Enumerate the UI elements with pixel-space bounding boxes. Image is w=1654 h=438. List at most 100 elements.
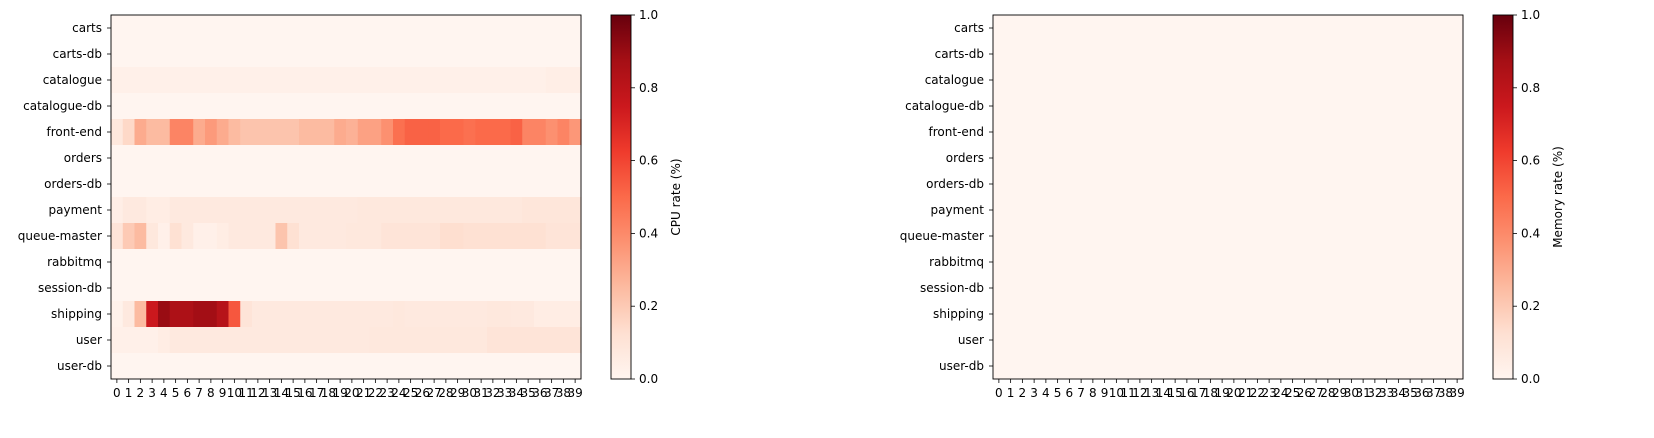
heatmap-cell <box>1145 223 1159 250</box>
heatmap-cell <box>240 223 253 250</box>
heatmap-cell <box>569 249 582 276</box>
heatmap-cell <box>534 223 547 250</box>
heatmap-cell <box>346 67 359 94</box>
heatmap-cell <box>1369 197 1382 224</box>
heatmap-cell <box>487 275 500 302</box>
y-tick-label: user-db <box>939 359 984 373</box>
heatmap-cell <box>475 197 488 224</box>
heatmap-cell <box>1310 67 1323 94</box>
heatmap-cell <box>1380 353 1394 380</box>
heatmap-cell <box>463 67 476 94</box>
heatmap-cell <box>463 301 476 328</box>
heatmap-cell <box>299 41 312 68</box>
heatmap-cell <box>498 67 512 94</box>
heatmap-cell <box>416 327 429 354</box>
heatmap-cell <box>1392 353 1405 380</box>
heatmap-cell <box>181 15 194 42</box>
heatmap-cell <box>522 171 535 198</box>
heatmap-cell <box>1098 301 1112 328</box>
heatmap-cell <box>1298 249 1311 276</box>
heatmap-cell <box>228 67 241 94</box>
heatmap-cell <box>440 353 453 380</box>
heatmap-cell <box>440 249 453 276</box>
heatmap-cell <box>440 301 453 328</box>
heatmap-cell <box>169 93 183 120</box>
heatmap-cell <box>1369 93 1382 120</box>
heatmap-cell <box>263 353 277 380</box>
heatmap-cell <box>146 301 159 328</box>
x-tick-label: 19 <box>332 386 347 400</box>
heatmap-cell <box>534 327 547 354</box>
heatmap-cell <box>1145 275 1159 302</box>
heatmap-cell <box>146 171 159 198</box>
heatmap-cell <box>1392 301 1405 328</box>
heatmap-cell <box>111 327 124 354</box>
heatmap-cell <box>1263 197 1276 224</box>
heatmap-cell <box>1228 93 1241 120</box>
heatmap-cell <box>181 301 194 328</box>
heatmap-cell <box>205 171 218 198</box>
heatmap-cell <box>569 301 582 328</box>
heatmap-cell <box>240 119 253 146</box>
x-tick-label: 25 <box>1285 386 1300 400</box>
x-tick-label: 36 <box>532 386 547 400</box>
y-tick-label: carts-db <box>53 47 102 61</box>
heatmap-cell <box>1357 15 1370 42</box>
heatmap-cell <box>134 353 147 380</box>
heatmap-cell <box>1239 171 1253 198</box>
heatmap-cell <box>1145 93 1159 120</box>
heatmap-cell <box>1275 67 1288 94</box>
y-tick-label: user <box>76 333 102 347</box>
heatmap-cell <box>299 327 312 354</box>
heatmap-cell <box>369 41 382 68</box>
heatmap-cell <box>1439 15 1452 42</box>
heatmap-cell <box>1075 301 1088 328</box>
heatmap-cell <box>1275 41 1288 68</box>
heatmap-cell <box>1322 353 1335 380</box>
heatmap-cell <box>1416 301 1429 328</box>
heatmap-cell <box>1263 353 1276 380</box>
heatmap-cell <box>1239 353 1253 380</box>
heatmap-cell <box>122 275 136 302</box>
heatmap-cell <box>1333 171 1347 198</box>
heatmap-cell <box>1451 353 1464 380</box>
heatmap-cell <box>1333 353 1347 380</box>
heatmap-cell <box>1134 41 1147 68</box>
heatmap-cell <box>1380 145 1394 172</box>
heatmap-cell <box>522 327 535 354</box>
heatmap-cell <box>252 353 265 380</box>
heatmap-cell <box>381 93 394 120</box>
heatmap-cell <box>1051 327 1065 354</box>
heatmap-cell <box>146 197 159 224</box>
heatmap-cell <box>1157 119 1170 146</box>
heatmap-cell <box>169 67 183 94</box>
heatmap-cell <box>1427 145 1441 172</box>
heatmap-cell <box>487 67 500 94</box>
heatmap-cell <box>1404 249 1417 276</box>
heatmap-cell <box>416 275 429 302</box>
heatmap-cell <box>569 41 582 68</box>
heatmap-cell <box>1157 353 1170 380</box>
heatmap-cell <box>1004 119 1018 146</box>
heatmap-cell <box>1063 249 1076 276</box>
x-tick-label: 38 <box>556 386 571 400</box>
heatmap-cell <box>1392 171 1405 198</box>
heatmap-cell <box>1134 353 1147 380</box>
heatmap-cell <box>169 275 183 302</box>
heatmap-cell <box>1110 223 1123 250</box>
heatmap-cell <box>1110 353 1123 380</box>
heatmap-cell <box>357 145 371 172</box>
heatmap-cell <box>1310 275 1323 302</box>
heatmap-cell <box>1004 145 1018 172</box>
heatmap-cell <box>569 223 582 250</box>
heatmap-cell <box>1416 119 1429 146</box>
heatmap-cell <box>1416 15 1429 42</box>
heatmap-cell <box>510 93 523 120</box>
heatmap-cell <box>111 67 124 94</box>
heatmap-cell <box>310 119 324 146</box>
heatmap-cell <box>1345 41 1358 68</box>
heatmap-cell <box>1392 327 1405 354</box>
heatmap-cell <box>111 15 124 42</box>
heatmap-cell <box>181 41 194 68</box>
x-tick-label: 13 <box>1144 386 1159 400</box>
